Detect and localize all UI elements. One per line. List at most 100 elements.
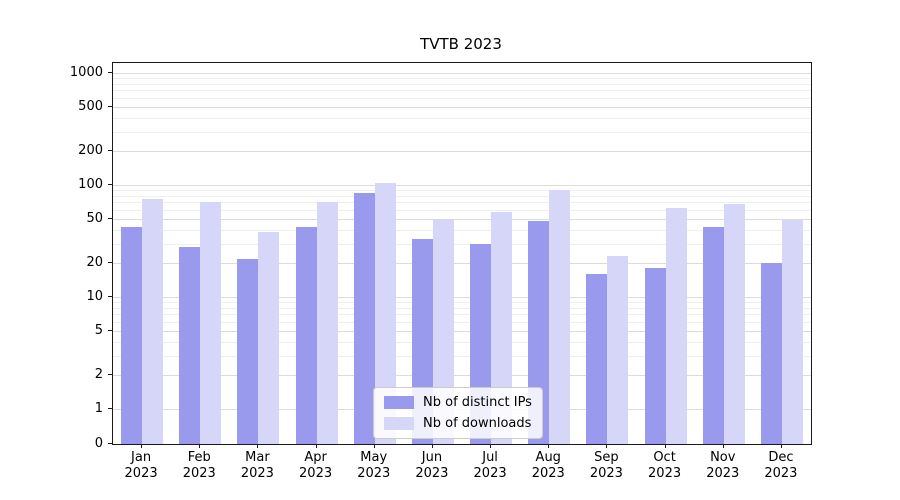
bar-downloads	[665, 208, 687, 444]
x-tick-label: Oct 2023	[648, 450, 682, 481]
minor-gridline	[113, 78, 811, 80]
x-tick-label: Nov 2023	[706, 450, 740, 481]
x-tick-mark	[431, 444, 433, 448]
bar-downloads	[374, 182, 396, 444]
minor-gridline	[113, 302, 811, 304]
major-gridline	[113, 375, 811, 377]
legend-label: Nb of distinct IPs	[423, 395, 532, 410]
y-tick-mark	[108, 105, 112, 107]
x-tick-label: Jun 2023	[415, 450, 449, 481]
x-tick-mark	[780, 444, 782, 448]
x-tick-label: Jan 2023	[124, 450, 158, 481]
bar-downloads	[723, 203, 745, 444]
minor-gridline	[113, 355, 811, 357]
minor-gridline	[113, 314, 811, 316]
y-tick-label: 1000	[69, 65, 103, 80]
y-tick-mark	[108, 374, 112, 376]
x-tick-label: Feb 2023	[182, 450, 216, 481]
y-tick-label: 500	[78, 98, 103, 114]
chart-title: TVTB 2023	[420, 35, 502, 53]
bar-downloads	[258, 232, 280, 444]
minor-gridline	[113, 190, 811, 192]
bar-distinct-ips	[644, 268, 666, 444]
y-tick-label: 2	[94, 367, 103, 383]
x-tick-mark	[490, 444, 492, 448]
minor-gridline	[113, 117, 811, 119]
legend-item: Nb of distinct IPs	[384, 395, 532, 410]
y-tick-label: 1	[94, 401, 103, 416]
y-tick-mark	[108, 443, 112, 444]
legend-label: Nb of downloads	[423, 416, 532, 431]
legend-swatch-downloads	[384, 417, 414, 430]
x-tick-label: Sep 2023	[589, 450, 623, 481]
y-tick-mark	[108, 262, 112, 264]
bar-distinct-ips	[760, 263, 782, 444]
major-gridline	[113, 151, 811, 153]
x-tick-label: Aug 2023	[531, 450, 565, 481]
minor-gridline	[113, 202, 811, 204]
bar-downloads	[491, 212, 513, 444]
plot-area: Nb of distinct IPs Nb of downloads	[112, 62, 812, 445]
minor-gridline	[113, 90, 811, 92]
minor-gridline	[113, 243, 811, 245]
x-tick-mark	[199, 444, 201, 448]
y-tick-label: 5	[94, 322, 103, 338]
minor-gridline	[113, 131, 811, 133]
y-tick-mark	[108, 217, 112, 219]
legend-swatch-distinct-ips	[384, 396, 414, 409]
major-gridline	[113, 73, 811, 74]
y-tick-label: 200	[78, 143, 103, 159]
bar-downloads	[549, 190, 571, 444]
minor-gridline	[113, 307, 811, 309]
legend-item: Nb of downloads	[384, 416, 532, 431]
bar-distinct-ips	[353, 192, 375, 444]
bar-downloads	[781, 219, 803, 444]
minor-gridline	[113, 341, 811, 343]
y-tick-mark	[108, 329, 112, 331]
y-tick-label: 20	[86, 255, 103, 271]
y-tick-label: 0	[94, 436, 103, 451]
major-gridline	[113, 330, 811, 332]
major-gridline	[113, 185, 811, 186]
bar-downloads	[316, 202, 338, 444]
x-tick-label: May 2023	[357, 450, 391, 481]
y-tick-mark	[108, 296, 112, 297]
bar-distinct-ips	[179, 246, 201, 444]
bar-downloads	[607, 256, 629, 444]
major-gridline	[113, 106, 811, 108]
legend: Nb of distinct IPs Nb of downloads	[373, 387, 543, 439]
minor-gridline	[113, 229, 811, 231]
minor-gridline	[113, 83, 811, 85]
y-tick-mark	[108, 72, 112, 73]
minor-gridline	[113, 321, 811, 323]
x-tick-mark	[315, 444, 317, 448]
y-tick-mark	[108, 150, 112, 152]
bar-distinct-ips	[237, 258, 259, 444]
x-tick-label: Apr 2023	[299, 450, 333, 481]
bar-distinct-ips	[295, 227, 317, 444]
bar-downloads	[200, 202, 222, 444]
x-tick-label: Jul 2023	[473, 450, 507, 481]
x-tick-mark	[606, 444, 608, 448]
major-gridline	[113, 263, 811, 265]
major-gridline	[113, 297, 811, 298]
y-tick-label: 10	[86, 289, 103, 304]
bar-downloads	[142, 198, 164, 444]
y-tick-mark	[108, 408, 112, 409]
bar-distinct-ips	[586, 274, 608, 444]
bar-distinct-ips	[702, 227, 724, 444]
x-tick-mark	[257, 444, 259, 448]
y-tick-label: 50	[86, 210, 103, 226]
minor-gridline	[113, 97, 811, 99]
x-tick-mark	[373, 444, 375, 448]
major-gridline	[113, 218, 811, 220]
y-tick-mark	[108, 184, 112, 185]
x-tick-mark	[722, 444, 724, 448]
x-tick-mark	[548, 444, 550, 448]
minor-gridline	[113, 209, 811, 211]
x-tick-mark	[664, 444, 666, 448]
x-tick-label: Mar 2023	[240, 450, 274, 481]
bar-distinct-ips	[121, 227, 143, 444]
x-tick-label: Dec 2023	[764, 450, 798, 481]
